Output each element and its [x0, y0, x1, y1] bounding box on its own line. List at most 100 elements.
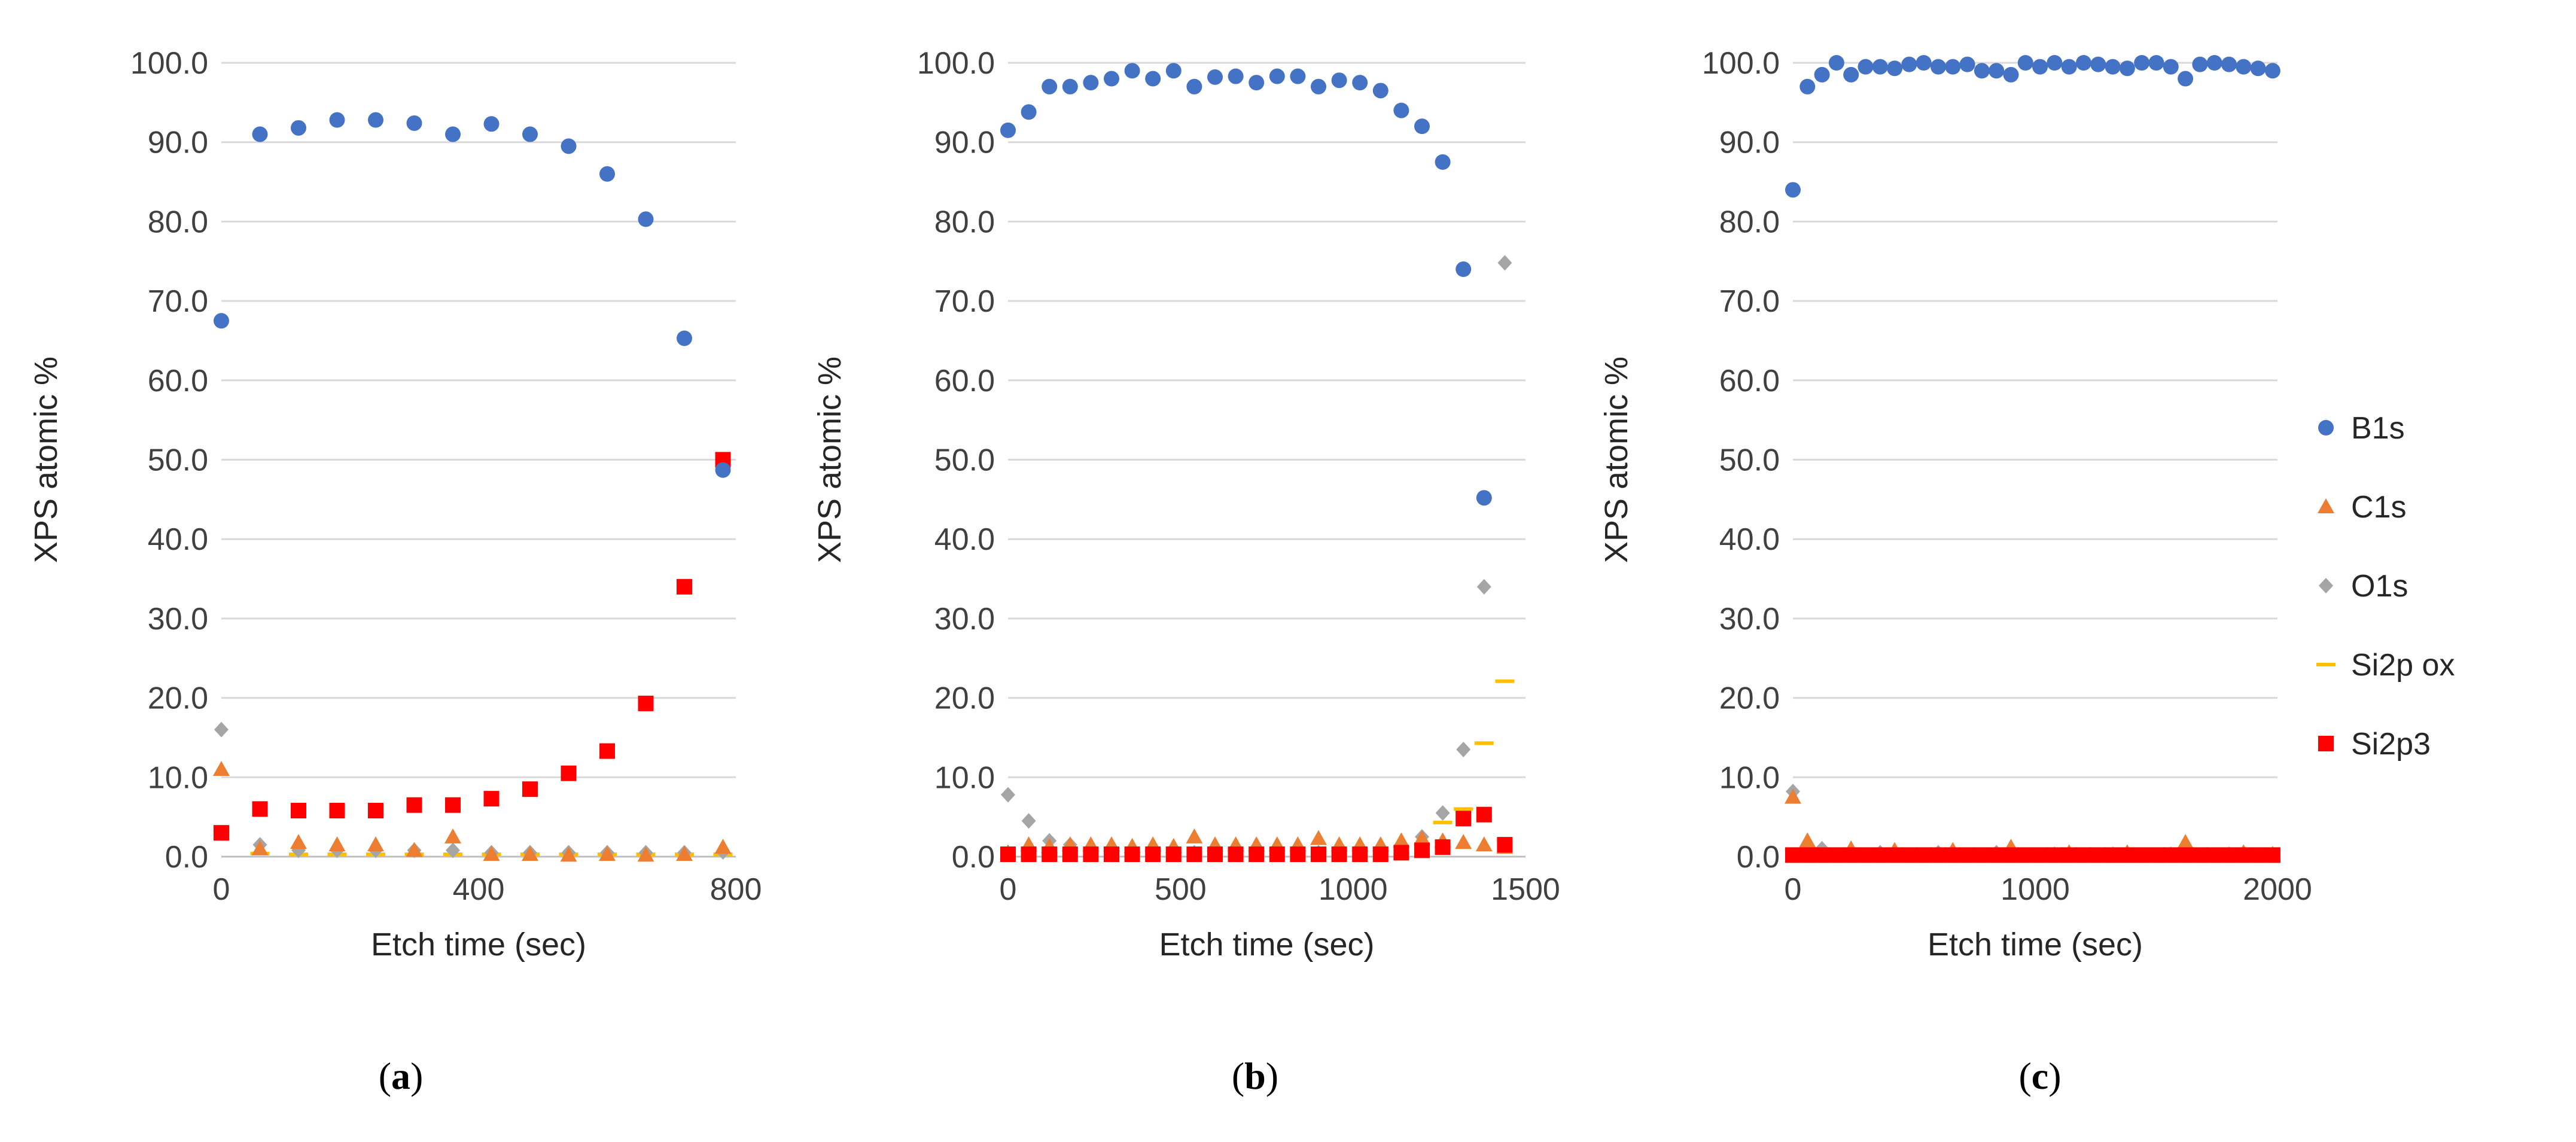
- data-point: [1311, 846, 1326, 863]
- x-tick-label: 400: [453, 872, 505, 907]
- data-point: [1959, 56, 1975, 72]
- y-tick-label: 50.0: [934, 443, 995, 478]
- legend-item: O1s: [2319, 569, 2408, 604]
- y-tick-label: 80.0: [1719, 205, 1780, 239]
- y-axis-title: XPS atomic %: [28, 357, 64, 563]
- data-point: [2119, 847, 2135, 863]
- data-point: [1042, 846, 1058, 863]
- x-tick-label: 1000: [2000, 872, 2070, 907]
- data-point: [2061, 847, 2077, 863]
- data-point: [1000, 846, 1016, 863]
- data-point: [2250, 847, 2266, 863]
- data-point: [1021, 104, 1037, 120]
- data-point: [2206, 55, 2222, 71]
- y-tick-label: 0.0: [1737, 840, 1780, 875]
- data-point: [714, 839, 732, 854]
- data-point: [1785, 847, 1801, 863]
- data-point: [1249, 846, 1265, 863]
- data-point: [1495, 679, 1515, 683]
- data-point: [1814, 66, 1830, 83]
- data-point: [2178, 847, 2194, 863]
- x-axis-title: Etch time (sec): [1928, 927, 2143, 963]
- data-point: [2017, 55, 2033, 71]
- data-point: [1393, 832, 1410, 848]
- series-b1s: [1000, 63, 1492, 506]
- data-point: [2090, 56, 2106, 72]
- series-b1s: [214, 112, 731, 478]
- legend-item: Si2p ox: [2316, 648, 2455, 683]
- y-tick-label: 90.0: [1719, 126, 1780, 160]
- series-si2p3: [214, 452, 731, 841]
- data-point: [1372, 83, 1389, 99]
- legend-item: Si2p3: [2318, 727, 2431, 762]
- series-si2p-ox: [1433, 679, 1515, 824]
- x-axis-title: Etch time (sec): [1159, 927, 1374, 963]
- data-point: [1872, 847, 1888, 863]
- data-point: [1887, 847, 1903, 863]
- y-tick-label: 10.0: [148, 760, 208, 795]
- data-point: [252, 801, 268, 817]
- data-point: [1901, 56, 1917, 72]
- y-axis-title: XPS atomic %: [1598, 357, 1634, 563]
- y-tick-label: 60.0: [1719, 364, 1780, 398]
- data-point: [1207, 846, 1223, 863]
- data-point: [1474, 741, 1494, 745]
- data-point: [1145, 846, 1161, 863]
- data-point: [2047, 55, 2063, 71]
- data-point: [1456, 261, 1472, 278]
- data-point: [1476, 806, 1492, 823]
- data-point: [2250, 60, 2266, 77]
- legend-item: C1s: [2318, 490, 2406, 525]
- data-point: [2090, 847, 2106, 863]
- data-point: [368, 803, 383, 819]
- data-point: [2105, 847, 2121, 863]
- y-tick-label: 40.0: [1719, 522, 1780, 557]
- data-point: [2192, 847, 2208, 863]
- data-point: [2134, 847, 2150, 863]
- data-point: [406, 842, 423, 857]
- legend-label: Si2p ox: [2351, 648, 2455, 683]
- data-point: [1433, 820, 1453, 824]
- y-tick-label: 10.0: [934, 760, 995, 795]
- y-tick-label: 80.0: [934, 205, 995, 239]
- data-point: [2177, 834, 2194, 849]
- data-point: [2221, 56, 2237, 72]
- data-point: [1269, 846, 1285, 863]
- data-point: [1799, 847, 1816, 863]
- data-point: [1310, 830, 1327, 845]
- y-axis-title: XPS atomic %: [812, 357, 848, 563]
- data-point: [1124, 63, 1140, 79]
- data-point: [2017, 847, 2033, 863]
- data-point: [2236, 847, 2252, 863]
- legend: B1s C1s O1s Si2p ox Si2p3: [2316, 411, 2455, 762]
- y-tick-label: 70.0: [934, 284, 995, 319]
- data-point: [1476, 578, 1491, 595]
- data-point: [2119, 60, 2135, 77]
- data-point: [1145, 71, 1161, 87]
- data-point: [2264, 63, 2280, 79]
- data-point: [2076, 55, 2091, 71]
- data-point: [1021, 846, 1037, 863]
- data-point: [406, 797, 422, 813]
- data-point: [1959, 847, 1975, 863]
- data-point: [1165, 846, 1182, 863]
- x-axis-title: Etch time (sec): [371, 927, 586, 963]
- data-point: [1186, 846, 1202, 863]
- data-point: [291, 120, 306, 136]
- data-point: [2192, 56, 2208, 72]
- data-point: [290, 834, 307, 849]
- legend-label: B1s: [2351, 411, 2405, 446]
- data-point: [1989, 63, 2005, 79]
- data-point: [1393, 845, 1409, 861]
- data-point: [406, 115, 422, 131]
- x-tick-label: 0: [1000, 872, 1017, 907]
- data-point: [522, 846, 538, 861]
- y-tick-label: 60.0: [148, 364, 208, 398]
- data-point: [1021, 813, 1036, 829]
- data-point: [329, 803, 345, 819]
- data-point: [715, 462, 731, 478]
- data-point: [1843, 66, 1859, 83]
- series-o1s: [214, 721, 730, 861]
- data-point: [2003, 66, 2019, 83]
- data-point: [1931, 59, 1946, 75]
